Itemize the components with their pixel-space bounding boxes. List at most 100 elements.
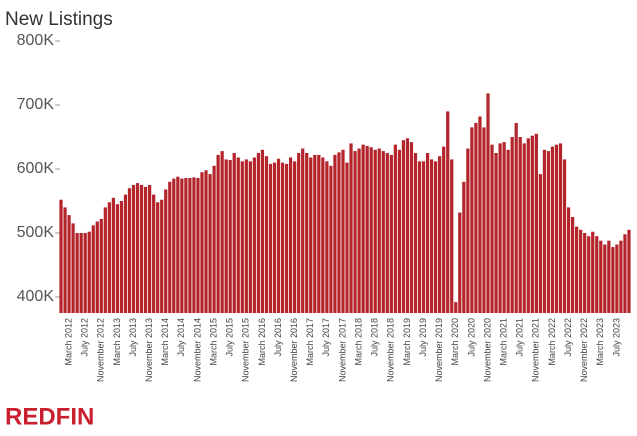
bar [160, 199, 164, 313]
bar [591, 231, 595, 313]
bar [268, 163, 273, 313]
bar [103, 207, 107, 313]
bar [482, 127, 486, 314]
bar [361, 144, 365, 313]
bar [486, 93, 490, 313]
x-tick-label: July 2023 [611, 318, 621, 357]
bar [562, 159, 567, 313]
bar [446, 111, 450, 314]
x-tick-label: July 2021 [515, 318, 525, 357]
x-tick-label: March 2023 [595, 318, 605, 366]
bar [204, 170, 208, 313]
y-tick-label: 500K [17, 224, 55, 241]
bar [337, 152, 341, 313]
bar [623, 234, 627, 313]
bar [570, 217, 575, 313]
bar [95, 221, 99, 313]
bar [478, 116, 482, 314]
bar [71, 223, 75, 313]
bar [357, 148, 361, 313]
x-tick-label: July 2020 [466, 318, 476, 357]
bar [309, 157, 313, 313]
bar [389, 154, 393, 313]
bar [405, 138, 410, 313]
bar [228, 160, 232, 313]
bar [240, 161, 244, 313]
bar [369, 147, 373, 313]
x-tick-label: March 2021 [498, 318, 508, 366]
bar [425, 153, 430, 313]
bar [454, 302, 458, 313]
x-tick-label: July 2018 [370, 318, 380, 357]
bar [180, 178, 184, 313]
bar [558, 143, 563, 313]
bar [377, 148, 381, 313]
bar [67, 215, 71, 313]
bar [470, 127, 474, 314]
bar [429, 159, 434, 313]
bar [442, 146, 446, 313]
x-tick-label: July 2019 [418, 318, 428, 357]
bar [305, 153, 309, 313]
y-tick-label: 400K [17, 288, 55, 305]
x-tick-label: November 2014 [192, 318, 202, 382]
x-tick-label: November 2012 [96, 318, 106, 382]
x-tick-label: March 2015 [208, 318, 218, 366]
bar [450, 159, 454, 313]
bar [260, 149, 265, 313]
bar [156, 202, 160, 313]
bar [192, 177, 196, 313]
x-tick-label: July 2022 [563, 318, 573, 357]
bar [313, 154, 317, 313]
x-tick-label: November 2018 [386, 318, 396, 382]
bar [248, 161, 252, 313]
bar [417, 161, 422, 313]
bar [143, 186, 148, 313]
bar [510, 137, 514, 313]
bar [301, 148, 305, 313]
bar [148, 185, 152, 313]
bar [119, 201, 124, 313]
bar [264, 156, 269, 313]
bar [546, 151, 551, 313]
bar [212, 165, 216, 313]
x-tick-label: November 2020 [482, 318, 492, 382]
x-tick-label: November 2022 [579, 318, 589, 382]
x-tick-label: July 2016 [273, 318, 283, 357]
bar [607, 240, 611, 313]
bar [345, 162, 349, 313]
bar [135, 183, 140, 313]
bar [611, 247, 615, 313]
bar [595, 236, 599, 313]
bar [490, 144, 494, 313]
bar [280, 162, 285, 313]
bar [566, 207, 571, 313]
bar [176, 176, 180, 313]
bar [317, 154, 321, 313]
bar [99, 218, 103, 313]
x-tick-label: March 2020 [450, 318, 460, 366]
x-tick-label: November 2015 [241, 318, 251, 382]
bar [152, 194, 156, 313]
bar [196, 177, 200, 313]
bar [498, 143, 502, 313]
bar [289, 157, 293, 313]
bar [518, 137, 522, 313]
bar [530, 135, 534, 313]
bar [333, 154, 337, 313]
bar [619, 240, 623, 313]
bar [75, 233, 79, 313]
bar [79, 233, 83, 313]
bar [438, 156, 442, 313]
bar [321, 157, 325, 313]
x-tick-label: November 2019 [434, 318, 444, 382]
x-tick-label: November 2016 [289, 318, 299, 382]
x-tick-label: November 2017 [337, 318, 347, 382]
bar [413, 153, 418, 313]
x-tick-label: March 2016 [257, 318, 267, 366]
bar [494, 153, 498, 313]
bar [575, 226, 579, 313]
bar [188, 177, 192, 313]
